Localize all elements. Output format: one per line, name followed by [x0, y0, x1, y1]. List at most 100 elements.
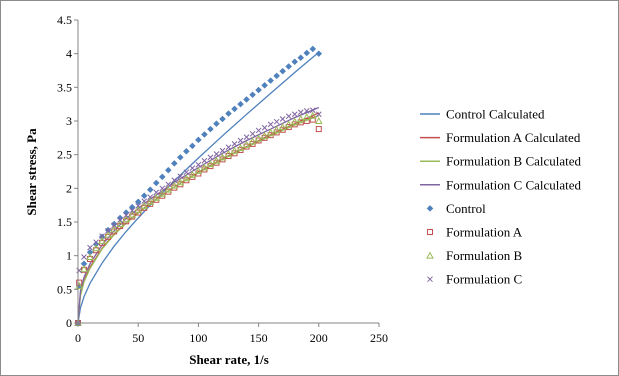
- y-tick-label: 2: [66, 181, 72, 195]
- legend-item-formulation-a-calculated: Formulation A Calculated: [420, 130, 581, 145]
- point-control: [297, 54, 305, 62]
- point-formulation-c: [267, 121, 274, 128]
- point-formulation-c: [285, 113, 292, 120]
- legend-label: Formulation C Calculated: [446, 177, 582, 192]
- y-tick-label: 0: [66, 316, 72, 330]
- plot-markers: [74, 45, 323, 327]
- legend-label: Formulation A: [446, 225, 523, 240]
- point-control: [291, 58, 299, 66]
- point-formulation-c: [273, 118, 280, 125]
- point-formulation-a: [76, 279, 83, 286]
- x-tick-label: 200: [310, 331, 328, 345]
- point-control: [237, 100, 244, 108]
- series-formulation-b: [74, 111, 323, 326]
- x-axis-title: Shear rate, 1/s: [189, 352, 269, 367]
- point-control: [164, 166, 172, 174]
- point-formulation-c: [255, 127, 262, 134]
- point-formulation-b: [92, 244, 100, 252]
- point-formulation-b: [188, 170, 197, 178]
- point-control: [231, 105, 238, 113]
- point-formulation-b: [230, 146, 239, 154]
- point-formulation-c: [111, 222, 117, 229]
- legend-item-formulation-b: Formulation B: [426, 248, 523, 263]
- point-formulation-b: [110, 225, 118, 233]
- point-formulation-b: [128, 210, 137, 218]
- point-formulation-b: [200, 163, 209, 171]
- legend-label: Formulation C: [446, 272, 522, 287]
- point-formulation-b: [242, 140, 251, 148]
- x-tick-label: 0: [75, 331, 81, 345]
- point-formulation-c: [153, 189, 160, 196]
- point-formulation-b: [296, 114, 305, 122]
- point-formulation-c: [207, 154, 214, 161]
- point-control: [201, 131, 208, 138]
- point-formulation-c: [105, 227, 111, 234]
- point-control: [243, 96, 250, 103]
- point-formulation-c: [129, 207, 136, 214]
- point-formulation-b: [314, 116, 323, 124]
- legend-item-control-calculated: Control Calculated: [420, 107, 545, 122]
- point-formulation-c: [231, 141, 238, 147]
- line-formulation-b-calculated: [77, 114, 320, 324]
- point-formulation-c: [315, 111, 322, 118]
- point-control: [195, 136, 202, 144]
- point-formulation-b: [146, 197, 155, 205]
- point-formulation-b: [182, 174, 191, 182]
- point-control: [158, 173, 166, 181]
- y-tick-label: 4: [66, 47, 72, 61]
- point-formulation-b: [86, 252, 94, 261]
- point-formulation-b: [224, 149, 233, 157]
- point-control: [273, 72, 281, 80]
- legend-label: Control Calculated: [446, 107, 545, 122]
- point-formulation-c: [87, 244, 93, 251]
- point-formulation-c: [195, 161, 202, 168]
- legend-item-formulation-b-calculated: Formulation B Calculated: [420, 154, 582, 169]
- point-formulation-b: [98, 236, 106, 244]
- point-control: [219, 115, 226, 123]
- point-formulation-c: [76, 267, 83, 274]
- series-control: [74, 45, 323, 327]
- point-formulation-b: [152, 193, 161, 201]
- point-control: [176, 154, 184, 161]
- legend: Control Calculated Formulation A Calculat…: [420, 107, 582, 287]
- point-formulation-b: [134, 205, 143, 213]
- point-formulation-b: [308, 111, 317, 119]
- point-formulation-b: [80, 265, 88, 273]
- point-control: [303, 49, 311, 57]
- legend-label: Formulation B Calculated: [446, 154, 582, 169]
- point-formulation-c: [201, 157, 208, 164]
- series-formulation-c: [75, 107, 322, 326]
- legend-item-formulation-a: Formulation A: [427, 225, 523, 240]
- point-formulation-c: [147, 194, 154, 200]
- point-formulation-c: [159, 185, 166, 192]
- point-control: [225, 110, 232, 117]
- point-formulation-b: [176, 178, 185, 186]
- point-formulation-c: [225, 144, 232, 151]
- point-formulation-b: [254, 134, 263, 142]
- legend-item-formulation-c-calculated: Formulation C Calculated: [420, 177, 582, 192]
- point-formulation-c: [213, 151, 220, 157]
- point-formulation-b: [116, 219, 124, 228]
- point-formulation-b: [158, 189, 167, 197]
- point-formulation-c: [141, 198, 148, 204]
- point-formulation-c: [117, 217, 123, 223]
- legend-label: Control: [446, 201, 486, 216]
- axes: 0 0.5 1 1.5 2 2.5 3 3.5 4 4.5 0 50 100 150 200 250: [57, 13, 388, 345]
- point-control: [285, 63, 293, 70]
- point-formulation-b: [212, 156, 221, 164]
- point-formulation-b: [218, 153, 227, 161]
- legend-swatch: [426, 251, 434, 259]
- point-formulation-b: [302, 112, 311, 120]
- point-control: [140, 192, 148, 200]
- point-formulation-b: [272, 125, 281, 133]
- point-formulation-c: [279, 116, 286, 122]
- point-formulation-b: [194, 166, 203, 174]
- point-control: [152, 179, 160, 187]
- y-tick-label: 3.5: [57, 80, 72, 94]
- x-tick-label: 150: [250, 331, 268, 345]
- point-formulation-c: [93, 239, 99, 246]
- point-formulation-b: [278, 123, 287, 131]
- y-tick-label: 1.5: [57, 215, 72, 229]
